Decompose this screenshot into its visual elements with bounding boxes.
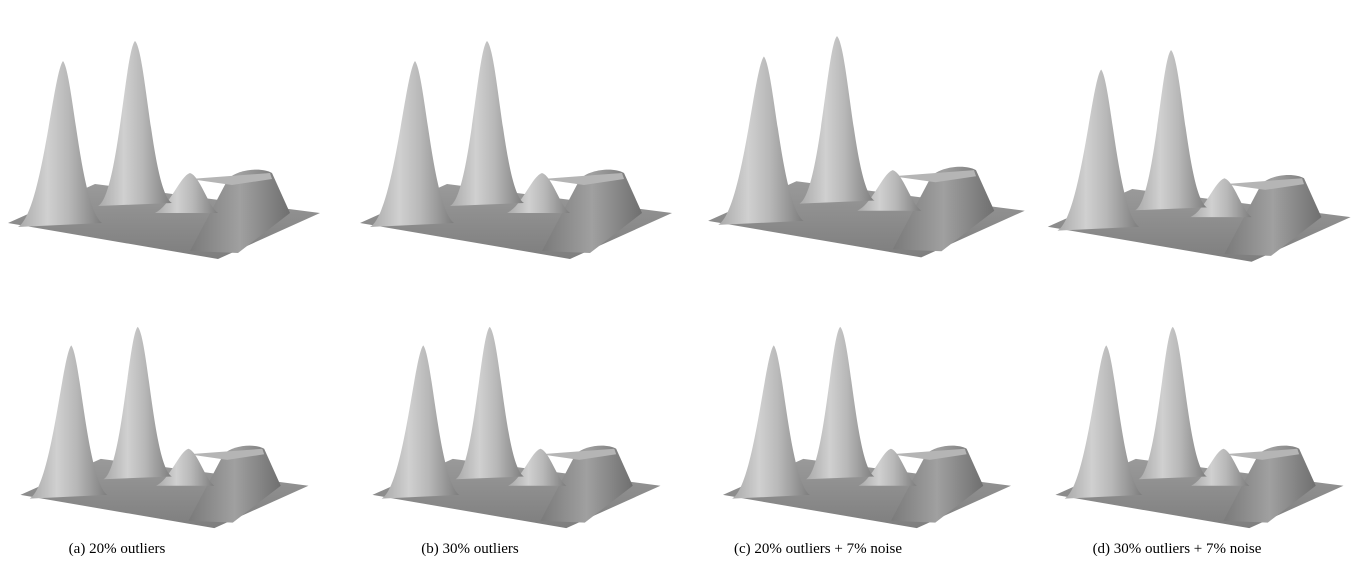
caption: (b) 30% outliers <box>421 541 519 557</box>
surface-plot <box>8 41 320 259</box>
surface-plot <box>360 41 672 259</box>
surface-plot <box>1047 50 1351 262</box>
surface-plot <box>722 326 1011 529</box>
surface-plot <box>372 326 661 529</box>
caption: (c) 20% outliers + 7% noise <box>734 541 902 557</box>
surface-plot <box>708 36 1025 258</box>
caption: (a) 20% outliers <box>69 541 166 557</box>
caption: (d) 30% outliers + 7% noise <box>1093 541 1262 557</box>
surface-plot <box>20 326 309 529</box>
surface-plot <box>1055 326 1344 529</box>
